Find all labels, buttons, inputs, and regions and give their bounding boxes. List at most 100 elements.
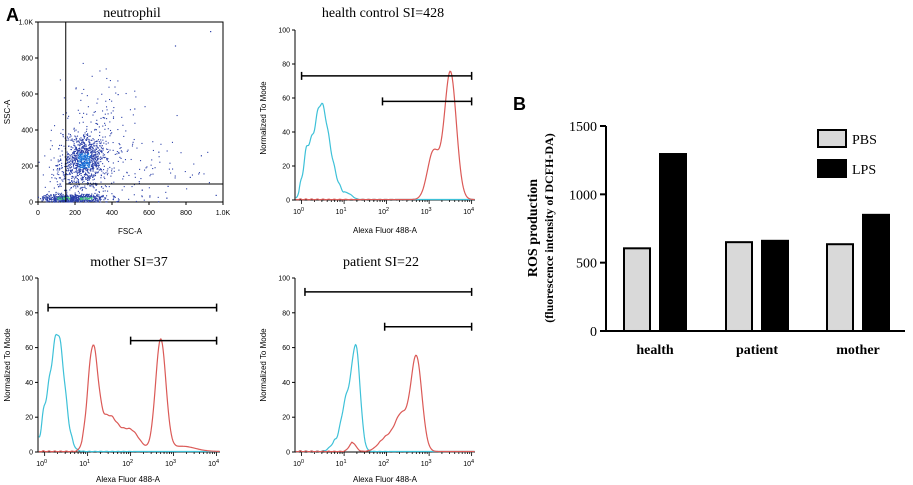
scatter-point xyxy=(77,164,79,166)
scatter-point xyxy=(105,140,107,142)
scatter-point xyxy=(174,45,177,47)
scatter-point xyxy=(59,177,61,179)
scatter-point xyxy=(95,156,97,158)
scatter-point xyxy=(86,166,88,169)
scatter-point xyxy=(84,157,86,159)
scatter-point xyxy=(79,143,81,145)
scatter-point xyxy=(42,198,44,200)
scatter-point xyxy=(56,173,58,175)
scatter-point xyxy=(87,148,89,150)
scatter-point xyxy=(94,156,96,158)
scatter-point xyxy=(85,145,87,147)
scatter-point xyxy=(87,106,89,108)
scatter-point xyxy=(113,106,115,109)
scatter-point xyxy=(41,200,43,202)
scatter-point xyxy=(63,198,65,200)
scatter-point xyxy=(73,152,75,154)
scatter-point xyxy=(96,184,98,186)
scatter-point xyxy=(76,153,78,155)
scatter-point xyxy=(98,194,100,196)
scatter-point xyxy=(74,147,76,149)
scatter-point xyxy=(67,179,69,181)
scatter-point xyxy=(52,201,55,203)
scatter-point xyxy=(100,150,102,152)
scatter-point xyxy=(102,116,104,119)
scatter-point xyxy=(90,167,92,170)
histogram-curve-lps xyxy=(295,70,475,201)
scatter-point xyxy=(76,196,78,198)
scatter-point xyxy=(108,161,110,163)
scatter-point xyxy=(83,166,85,168)
scatter-point xyxy=(80,154,82,156)
scatter-point xyxy=(70,187,72,189)
scatter-point xyxy=(112,117,115,119)
scatter-point xyxy=(59,183,62,185)
scatter-point xyxy=(78,180,80,182)
scatter-point xyxy=(87,197,90,200)
scatter-point xyxy=(85,144,87,146)
scatter-point xyxy=(96,167,98,169)
scatter-y-tick-label: 800 xyxy=(21,56,33,63)
histogram-x-tick-exponent: 3 xyxy=(173,459,176,465)
scatter-point xyxy=(106,148,108,150)
scatter-point xyxy=(102,172,104,174)
scatter-point xyxy=(79,158,81,160)
scatter-point xyxy=(87,158,89,160)
bar-y-tick-label: 0 xyxy=(590,325,597,340)
scatter-point xyxy=(65,112,68,114)
scatter-point xyxy=(51,177,53,179)
scatter-point xyxy=(104,113,106,115)
scatter-point xyxy=(60,197,62,199)
bar-category-label: mother xyxy=(836,343,880,358)
scatter-point xyxy=(80,195,82,197)
scatter-point xyxy=(74,145,76,147)
scatter-point xyxy=(114,153,116,155)
scatter-point xyxy=(87,155,89,157)
scatter-point xyxy=(73,128,75,130)
scatter-point xyxy=(109,80,111,82)
scatter-point xyxy=(107,148,109,151)
scatter-point xyxy=(60,196,62,198)
scatter-point xyxy=(88,172,90,174)
bar-y-tick-label: 1500 xyxy=(569,120,597,135)
scatter-point xyxy=(59,197,61,199)
scatter-point xyxy=(123,186,125,188)
scatter-point xyxy=(76,172,78,174)
scatter-point xyxy=(71,180,73,182)
scatter-point xyxy=(93,143,95,145)
scatter-point xyxy=(74,181,76,183)
scatter-point xyxy=(47,195,49,197)
bar-y-label: ROS production xyxy=(526,179,541,277)
scatter-point xyxy=(83,165,85,167)
scatter-point xyxy=(85,197,87,199)
scatter-point xyxy=(81,147,83,149)
scatter-point xyxy=(69,158,71,160)
scatter-point xyxy=(93,154,95,156)
scatter-point xyxy=(77,194,79,197)
scatter-point xyxy=(85,167,87,169)
scatter-point xyxy=(83,199,85,201)
scatter-point xyxy=(70,135,72,137)
scatter-point xyxy=(66,165,68,167)
scatter-point xyxy=(68,154,70,156)
histogram-y-tick-label: 80 xyxy=(282,310,290,317)
scatter-point xyxy=(80,140,82,142)
scatter-point xyxy=(49,196,51,198)
scatter-point xyxy=(186,188,188,190)
scatter-point xyxy=(100,156,102,158)
scatter-point xyxy=(77,199,79,201)
scatter-point xyxy=(74,162,76,164)
scatter-point xyxy=(81,165,83,167)
scatter-point xyxy=(80,99,82,101)
scatter-point xyxy=(90,194,92,196)
scatter-point xyxy=(81,179,83,181)
scatter-point xyxy=(86,137,88,139)
scatter-point xyxy=(105,197,107,199)
scatter-point xyxy=(89,169,91,171)
scatter-point xyxy=(89,196,91,198)
scatter-point xyxy=(89,143,91,145)
scatter-point xyxy=(87,172,89,174)
scatter-point xyxy=(92,150,94,152)
scatter-point xyxy=(76,181,78,184)
